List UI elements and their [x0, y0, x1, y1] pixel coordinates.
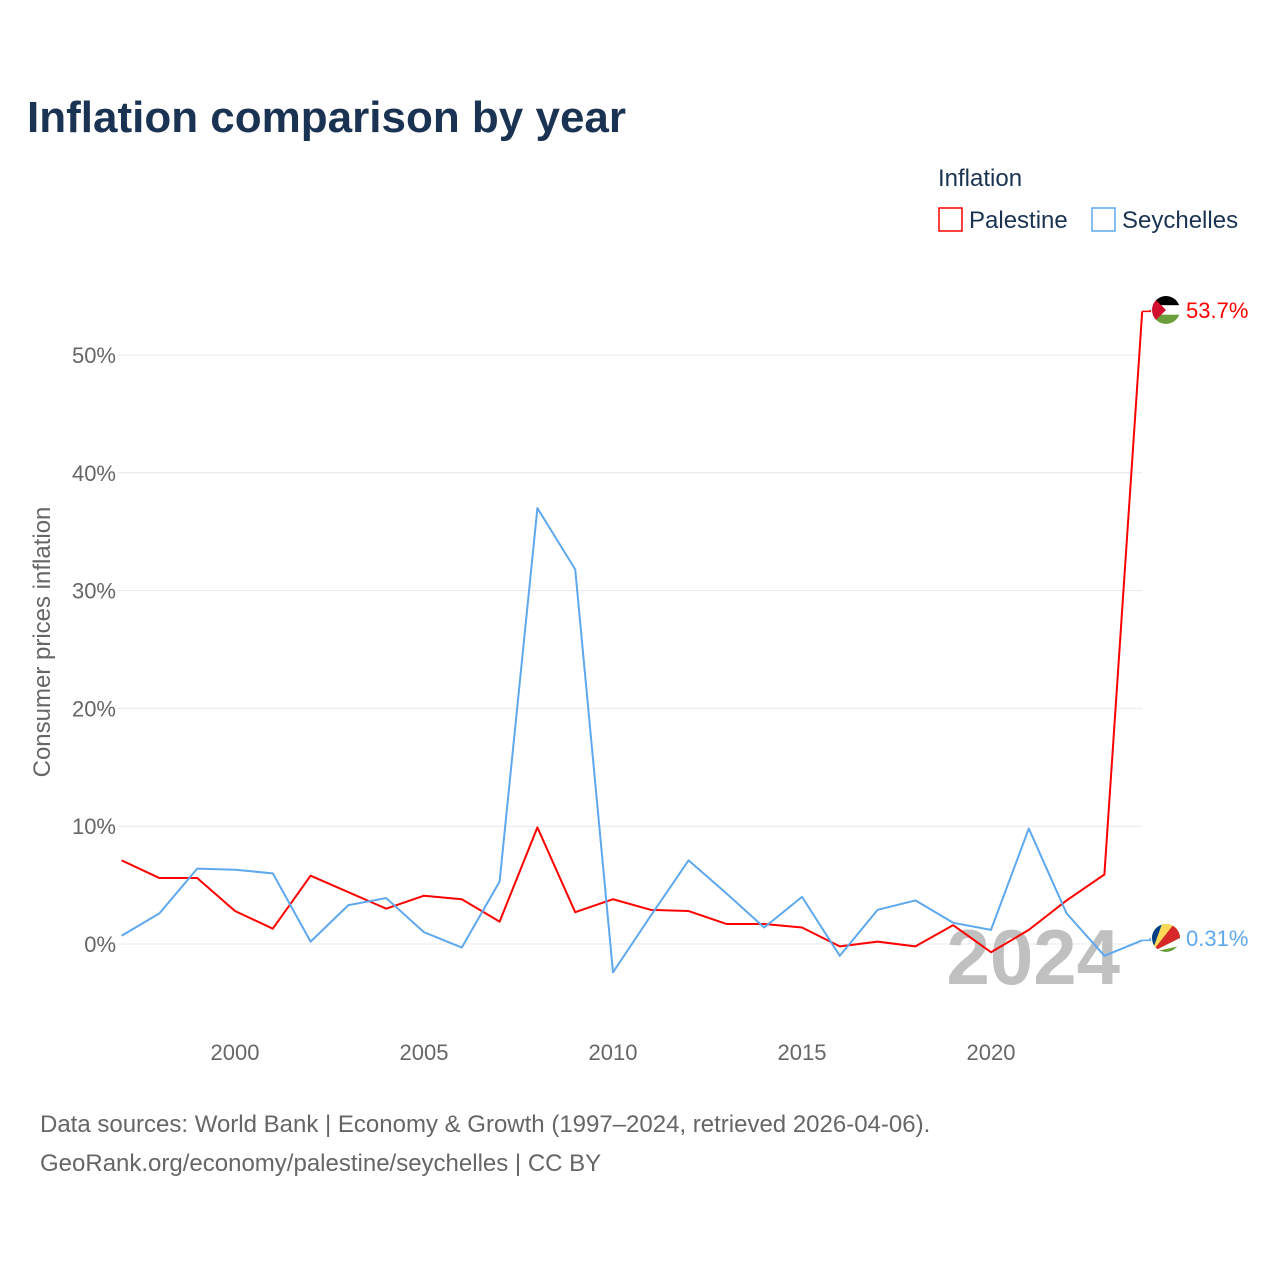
legend-swatch-seychelles — [1091, 207, 1116, 232]
y-tick-label: 40% — [72, 461, 116, 486]
y-tick-label: 30% — [72, 579, 116, 604]
footer-link[interactable]: GeoRank.org/economy/palestine/seychelles… — [40, 1150, 601, 1177]
x-tick-label: 2000 — [211, 1040, 260, 1065]
end-value-label-palestine: 53.7% — [1186, 298, 1248, 323]
end-connector — [1142, 310, 1151, 313]
legend-title: Inflation — [938, 165, 1022, 192]
y-tick-label: 50% — [72, 343, 116, 368]
legend-item-palestine[interactable]: Palestine — [938, 207, 1068, 234]
end-connector — [1142, 938, 1151, 942]
palestine-flag-icon — [1152, 296, 1180, 324]
series-line-seychelles — [121, 507, 1143, 974]
y-tick-label: 20% — [72, 696, 116, 721]
y-tick-label: 10% — [72, 814, 116, 839]
x-tick-label: 2020 — [967, 1040, 1016, 1065]
legend-label-seychelles: Seychelles — [1122, 207, 1238, 234]
x-tick-label: 2010 — [589, 1040, 638, 1065]
y-tick-label: 0% — [84, 932, 116, 957]
footer-sources: Data sources: World Bank | Economy & Gro… — [40, 1111, 930, 1138]
legend-swatch-palestine — [938, 207, 963, 232]
legend-label-palestine: Palestine — [969, 207, 1068, 234]
x-tick-label: 2015 — [778, 1040, 827, 1065]
chart-title: Inflation comparison by year — [27, 93, 626, 142]
legend-item-seychelles[interactable]: Seychelles — [1091, 207, 1238, 234]
series-line-palestine — [121, 311, 1144, 954]
x-tick-label: 2005 — [400, 1040, 449, 1065]
y-axis-label: Consumer prices inflation — [29, 507, 56, 778]
end-value-label-seychelles: 0.31% — [1186, 926, 1248, 951]
seychelles-flag-icon — [1152, 924, 1180, 952]
